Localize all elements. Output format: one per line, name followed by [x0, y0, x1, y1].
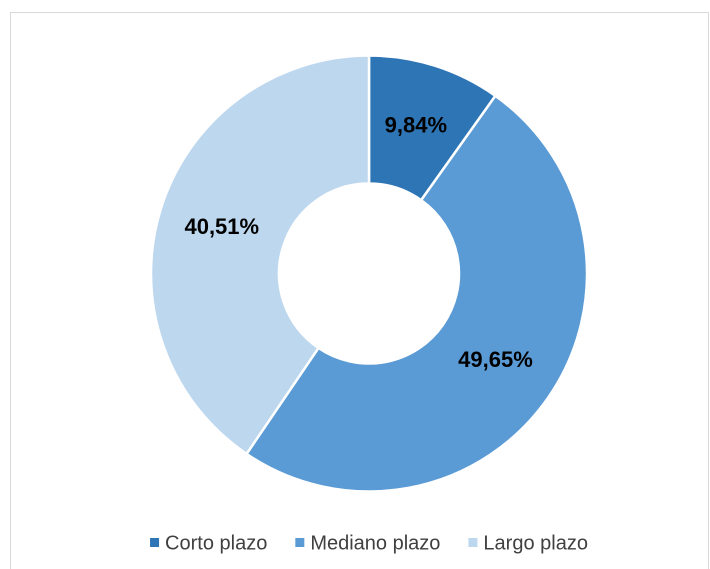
legend-label: Largo plazo — [483, 532, 588, 554]
data-label: 49,65% — [458, 347, 533, 372]
legend-swatch — [468, 538, 478, 547]
legend-label: Corto plazo — [165, 532, 267, 554]
legend-label: Mediano plazo — [310, 532, 440, 554]
donut-slice — [244, 94, 589, 493]
donut-slice — [149, 54, 371, 456]
data-label: 40,51% — [184, 214, 259, 239]
legend-swatch — [295, 538, 305, 547]
data-label: 9,84% — [385, 113, 447, 138]
legend-swatch — [150, 538, 160, 547]
